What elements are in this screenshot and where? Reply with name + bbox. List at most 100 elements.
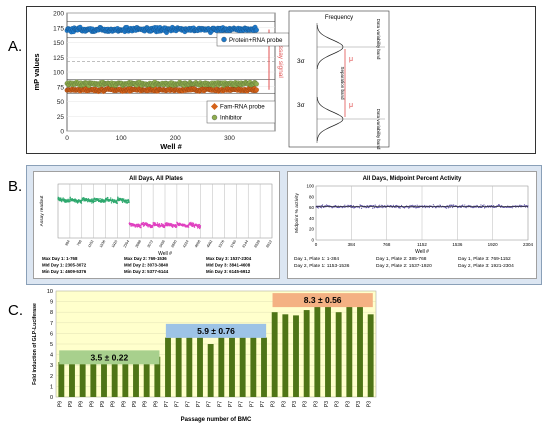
data-point [190,221,192,224]
data-point [492,206,494,208]
x-tick-label: 4224 [182,240,189,249]
data-point [110,202,113,204]
y-tick-label: 175 [53,25,64,32]
x-axis-label: Well # [415,249,429,255]
data-point [104,200,107,202]
data-point [487,206,490,208]
data-point [424,206,426,209]
data-point [90,198,93,200]
legend-label: Protein+RNA probe [229,37,283,44]
data-point [316,206,319,209]
plate-note: Day 1, Plate 1: 1-384 [294,256,339,262]
bar [335,312,342,397]
data-point [69,196,71,198]
data-point [515,206,517,208]
bar [229,337,235,397]
x-tick-label: P9 [68,401,74,407]
data-point [417,206,419,209]
x-tick-label: 100 [116,135,127,142]
data-point [497,204,499,207]
data-point [414,205,416,207]
band-label: Separation band [340,66,345,100]
data-point [446,205,448,207]
bar [133,357,139,397]
data-point [352,205,355,207]
data-point [481,206,483,208]
data-point [480,204,482,206]
x-tick-label: 4608 [194,240,201,249]
y-tick-label: 1 [50,384,53,390]
x-tick-label: 6144 [242,240,249,249]
data-point [320,205,322,207]
panel-a: 0 25 50 75 100 125 150 175 200 0 100 200 300 Well # mP… [26,6,536,154]
data-point [254,27,260,33]
data-point [80,202,83,204]
data-point [197,225,199,228]
data-point [121,201,124,204]
data-point [501,205,503,207]
y-axis-label: Midpoint % activity [294,193,300,233]
bar [101,359,107,397]
data-point [175,226,178,228]
x-tick-label: P3 [292,401,298,407]
chart-b1-frame: All Days, All Plates 384 768 1152 1536 1920 23… [33,171,280,279]
data-point [80,201,82,203]
data-point [140,226,142,228]
x-tick-label: 384 [64,240,70,247]
y-tick-label: 40 [309,216,315,221]
x-tick-label: P3 [367,401,373,407]
data-point [377,206,379,208]
x-tick-label: 4992 [206,240,213,249]
x-tick-label: P9 [111,401,117,407]
data-point [61,200,63,203]
assay-signal-label: Assay signal [277,41,284,78]
data-point [365,206,368,209]
data-point [453,204,455,206]
y-tick-label: 25 [57,114,65,121]
data-point [409,204,411,207]
stats-label: Min Day 1: 4609-5376 [42,269,87,274]
legend-box-lower [206,100,276,124]
group-label: 8.3 ± 0.56 [304,295,342,305]
x-tick-label: P9 [79,401,85,407]
data-point [73,200,76,203]
data-point [199,226,201,228]
data-point [68,200,71,203]
plate-note: Day 1, Plate 2: 385-768 [376,256,427,262]
x-tick-label: P3 [335,401,341,407]
data-point [134,226,136,228]
data-point [483,204,485,206]
x-tick-label: P7 [249,401,255,407]
x-tick-label: 200 [170,135,181,142]
x-tick-label: 2304 [523,242,534,247]
bar [79,362,86,397]
bar [90,359,97,397]
y-tick-label: 10 [47,289,53,295]
x-tick-label: P9 [132,401,138,407]
y-axis-label: Fold induction of GLP-Luciferase [32,303,38,385]
inset-frame [288,10,390,148]
x-tick-label: P3 [324,401,330,407]
data-point [254,87,260,93]
bar [122,356,129,397]
data-point [154,222,157,224]
data-point [350,204,353,207]
bar [293,315,299,397]
data-point [195,223,197,225]
data-point [444,206,447,209]
data-point [350,206,352,208]
data-point [348,204,350,207]
stats-label: Min Day 3: 6145-6912 [206,269,251,274]
data-point [151,226,154,228]
x-tick-label: P7 [196,401,202,407]
y-tick-label: 8 [50,310,53,316]
data-point [428,206,430,209]
data-point [499,204,501,207]
bar [175,337,182,397]
x-tick-label: P7 [260,401,266,407]
data-point [449,204,451,206]
mu-label: μ [349,56,353,63]
data-point [432,206,434,208]
data-point [445,207,448,209]
data-point [358,207,361,209]
